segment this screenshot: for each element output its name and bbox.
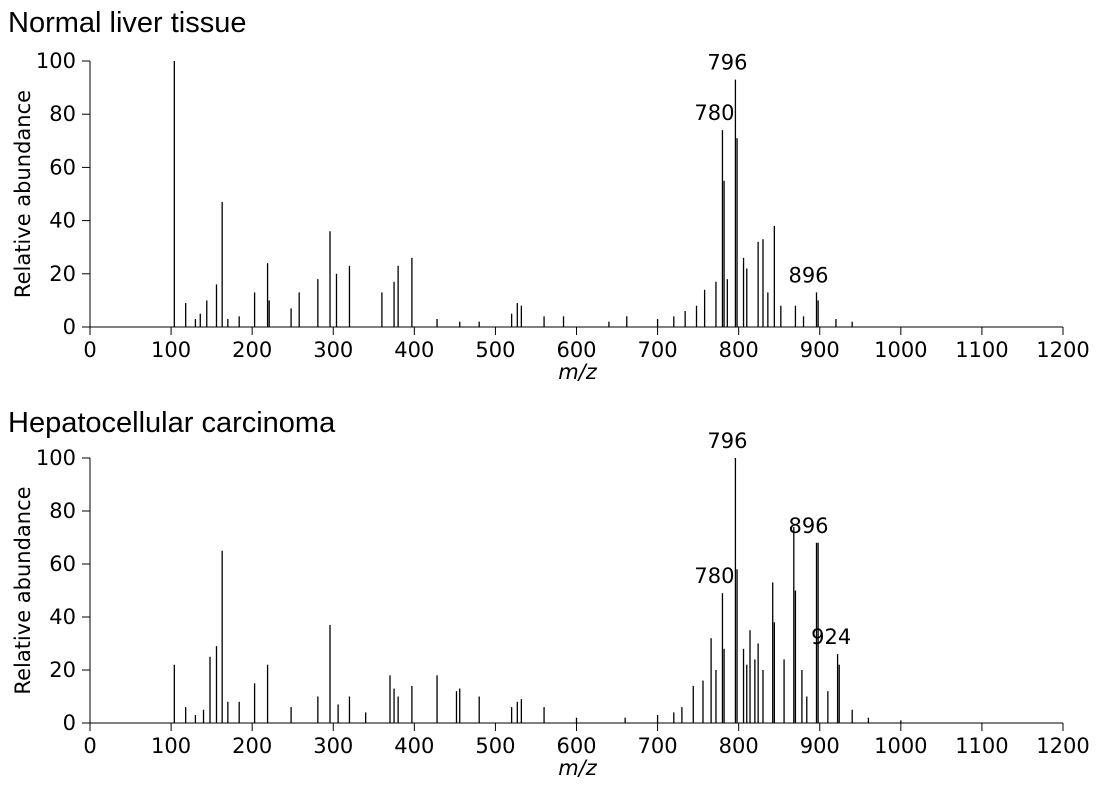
x-tick-label: 1000 <box>874 338 927 362</box>
x-tick-label: 900 <box>800 338 840 362</box>
y-tick-label: 80 <box>49 102 76 126</box>
x-tick-label: 1000 <box>874 734 927 758</box>
y-tick-label: 0 <box>63 315 76 339</box>
peak-label: 796 <box>707 51 747 75</box>
x-tick-label: 100 <box>151 338 191 362</box>
y-axis-label: Relative abundance <box>11 90 35 298</box>
peak-label: 780 <box>694 564 734 588</box>
x-tick-label: 600 <box>556 734 596 758</box>
x-tick-label: 300 <box>313 734 353 758</box>
x-tick-label: 1200 <box>1036 734 1089 758</box>
x-tick-label: 200 <box>232 338 272 362</box>
y-tick-label: 80 <box>49 499 76 523</box>
peak-label: 924 <box>811 625 851 649</box>
y-tick-label: 0 <box>63 711 76 735</box>
x-tick-label: 100 <box>151 734 191 758</box>
y-tick-label: 60 <box>49 155 76 179</box>
y-axis-label: Relative abundance <box>11 486 35 694</box>
x-tick-label: 400 <box>394 734 434 758</box>
x-tick-label: 0 <box>83 338 96 362</box>
x-tick-label: 600 <box>556 338 596 362</box>
y-tick-label: 20 <box>49 262 76 286</box>
x-axis-label: m/z <box>558 360 598 384</box>
x-tick-label: 800 <box>719 734 759 758</box>
peak-label: 780 <box>694 101 734 125</box>
peak-label: 896 <box>788 263 828 287</box>
chart-title: Normal liver tissue <box>8 7 247 39</box>
y-tick-label: 20 <box>49 658 76 682</box>
x-tick-label: 500 <box>475 734 515 758</box>
y-tick-label: 40 <box>49 605 76 629</box>
y-tick-label: 40 <box>49 209 76 233</box>
x-tick-label: 0 <box>83 734 96 758</box>
y-tick-label: 60 <box>49 552 76 576</box>
x-tick-label: 1200 <box>1036 338 1089 362</box>
x-tick-label: 500 <box>475 338 515 362</box>
x-tick-label: 800 <box>719 338 759 362</box>
y-tick-label: 100 <box>36 446 76 470</box>
x-tick-label: 900 <box>800 734 840 758</box>
x-tick-label: 200 <box>232 734 272 758</box>
x-tick-label: 400 <box>394 338 434 362</box>
x-tick-label: 700 <box>638 734 678 758</box>
x-tick-label: 700 <box>638 338 678 362</box>
x-axis-label: m/z <box>558 756 598 780</box>
chart-title: Hepatocellular carcinoma <box>8 407 336 439</box>
y-tick-label: 100 <box>36 49 76 73</box>
x-tick-label: 1100 <box>955 338 1008 362</box>
x-tick-label: 1100 <box>955 734 1008 758</box>
peak-label: 796 <box>707 429 747 453</box>
x-tick-label: 300 <box>313 338 353 362</box>
peak-label: 896 <box>788 514 828 538</box>
